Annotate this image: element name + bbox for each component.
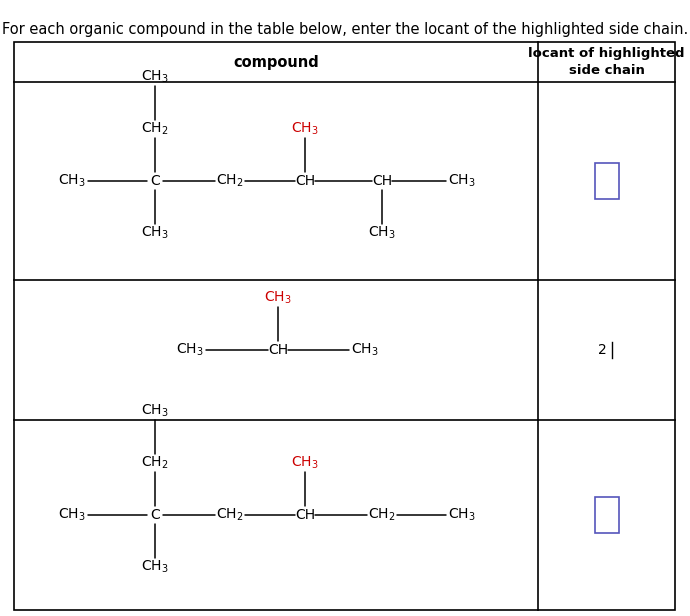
Text: CH$_2$: CH$_2$ <box>368 507 396 523</box>
Text: CH$_3$: CH$_3$ <box>141 225 169 241</box>
Text: CH$_3$: CH$_3$ <box>448 507 476 523</box>
Text: CH$_2$: CH$_2$ <box>216 507 244 523</box>
Text: CH: CH <box>372 174 392 188</box>
Text: CH: CH <box>295 508 315 522</box>
Text: CH$_3$: CH$_3$ <box>58 173 86 189</box>
Text: CH$_2$: CH$_2$ <box>141 455 169 471</box>
Text: CH: CH <box>268 343 288 357</box>
Text: CH$_3$: CH$_3$ <box>141 403 169 419</box>
Text: CH$_3$: CH$_3$ <box>176 342 204 358</box>
Bar <box>595 497 618 533</box>
Text: CH$_3$: CH$_3$ <box>351 342 379 358</box>
Text: CH$_3$: CH$_3$ <box>291 455 319 471</box>
Text: C: C <box>150 508 160 522</box>
Text: CH$_3$: CH$_3$ <box>368 225 396 241</box>
Text: CH$_3$: CH$_3$ <box>291 121 319 137</box>
Text: CH$_3$: CH$_3$ <box>141 69 169 85</box>
Bar <box>595 163 618 199</box>
Text: For each organic compound in the table below, enter the locant of the highlighte: For each organic compound in the table b… <box>2 22 688 37</box>
Text: CH$_3$: CH$_3$ <box>141 559 169 575</box>
Text: CH$_2$: CH$_2$ <box>141 121 169 137</box>
Text: CH$_3$: CH$_3$ <box>448 173 476 189</box>
Text: CH: CH <box>295 174 315 188</box>
Text: CH$_3$: CH$_3$ <box>58 507 86 523</box>
Text: CH$_3$: CH$_3$ <box>264 290 292 306</box>
Text: CH$_2$: CH$_2$ <box>216 173 244 189</box>
Text: compound: compound <box>233 54 319 70</box>
Text: locant of highlighted
side chain: locant of highlighted side chain <box>529 47 684 77</box>
Text: C: C <box>150 174 160 188</box>
Text: 2: 2 <box>598 343 607 357</box>
